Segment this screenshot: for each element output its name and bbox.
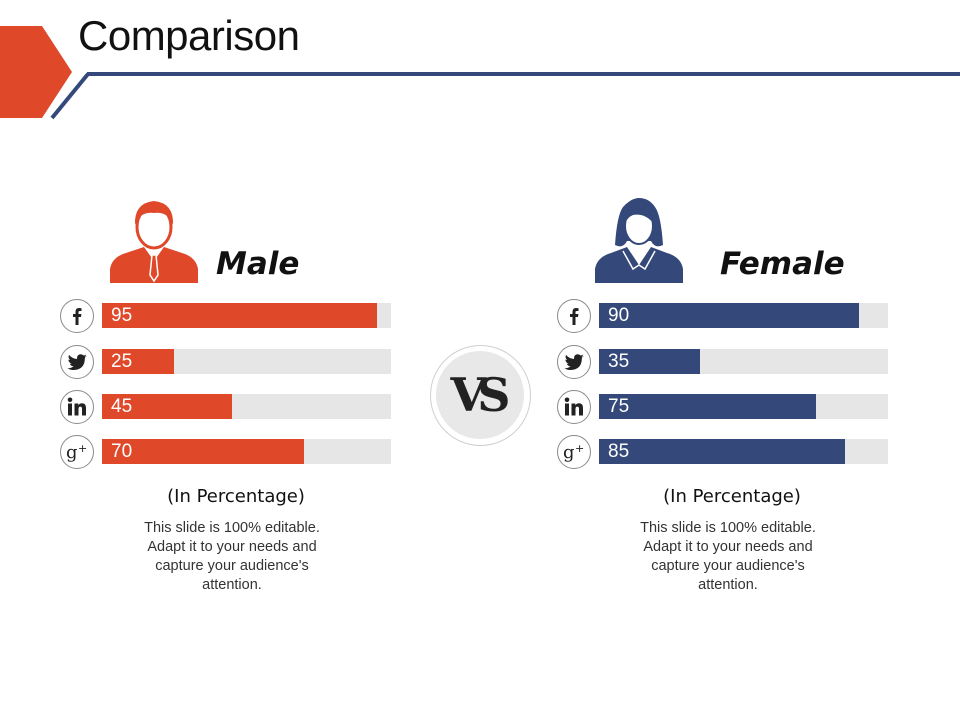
bar-track: 90 <box>599 303 888 328</box>
bar-row: 75 <box>555 390 895 424</box>
male-caption: (In Percentage) <box>167 486 305 507</box>
bar-row: 35 <box>555 345 895 379</box>
bar-row: g + 85 <box>555 435 895 469</box>
bar-value-label: 35 <box>608 351 630 372</box>
vs-badge: VS <box>430 345 531 446</box>
bar-value-label: 75 <box>608 396 630 417</box>
bar-value-label: 25 <box>111 351 133 372</box>
svg-text:g: g <box>563 442 575 463</box>
bar-value-label: 45 <box>111 396 133 417</box>
bar-track: 85 <box>599 439 888 464</box>
facebook-icon <box>60 299 94 333</box>
bar-row: 45 <box>58 390 398 424</box>
bar-value-label: 85 <box>608 441 630 462</box>
bar-value-label: 70 <box>111 441 133 462</box>
bar-row: 95 <box>58 299 398 333</box>
facebook-icon <box>557 299 591 333</box>
google-plus-icon: g + <box>60 435 94 469</box>
header-orange-arrow <box>0 26 72 118</box>
bar-track: 35 <box>599 349 888 374</box>
header-decoration <box>0 26 960 120</box>
bar-row: g + 70 <box>58 435 398 469</box>
bar-value-label: 95 <box>111 305 133 326</box>
svg-text:+: + <box>78 442 87 455</box>
twitter-icon <box>60 345 94 379</box>
bar-track: 95 <box>102 303 391 328</box>
female-caption: (In Percentage) <box>663 486 801 507</box>
vs-label: VS <box>450 368 511 422</box>
female-panel: Female 90 35 75 g + 85 <box>555 190 895 610</box>
bar <box>599 439 845 464</box>
female-title: Female <box>720 246 845 282</box>
bar <box>102 394 233 419</box>
linkedin-icon <box>60 390 94 424</box>
female-description: This slide is 100% editable. Adapt it to… <box>640 520 816 593</box>
male-person-icon <box>110 201 198 283</box>
bar <box>599 303 860 328</box>
bar-value-label: 90 <box>608 305 630 326</box>
male-panel: Male 95 25 45 g + 70 <box>58 190 398 610</box>
vs-badge-inner: VS <box>436 351 524 439</box>
google-plus-icon: g + <box>557 435 591 469</box>
bar <box>102 303 377 328</box>
page-title: Comparison <box>78 12 300 59</box>
bar-track: 45 <box>102 394 391 419</box>
bar <box>599 349 701 374</box>
bar-row: 90 <box>555 299 895 333</box>
bar-track: 25 <box>102 349 391 374</box>
linkedin-icon <box>557 390 591 424</box>
svg-text:g: g <box>66 442 78 463</box>
bar <box>599 394 816 419</box>
male-title: Male <box>216 246 300 282</box>
twitter-icon <box>557 345 591 379</box>
bar <box>102 349 175 374</box>
male-description: This slide is 100% editable. Adapt it to… <box>144 520 320 593</box>
header-diagonal-line <box>50 72 90 120</box>
bar <box>102 439 305 464</box>
bar-track: 75 <box>599 394 888 419</box>
bar-row: 25 <box>58 345 398 379</box>
bar-track: 70 <box>102 439 391 464</box>
female-person-icon <box>595 198 683 283</box>
svg-text:+: + <box>575 442 584 455</box>
